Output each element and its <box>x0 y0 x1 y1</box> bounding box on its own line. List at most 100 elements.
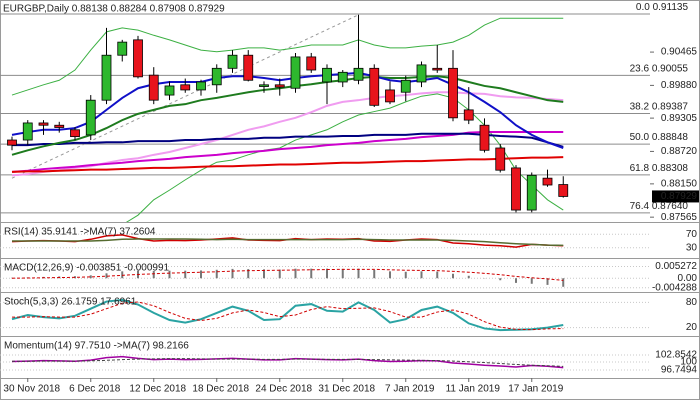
y-tick-label: 0.89880 <box>661 80 698 91</box>
y-tick-label: 30 <box>686 242 698 253</box>
moving-average <box>11 75 564 156</box>
fib-ratio: 61.8 <box>630 163 650 174</box>
indicator-line <box>11 298 564 332</box>
fib-value: 0.87640 <box>652 201 689 212</box>
candle-body <box>180 84 191 91</box>
candle-body <box>259 84 269 87</box>
indicator-line <box>11 268 564 281</box>
candle-body <box>38 122 49 126</box>
fib-label: 23.6 0.90055 <box>630 63 689 74</box>
indicator-panel: 80 20 Stoch(5,3,3) 26.1759 17.6961 <box>0 297 700 337</box>
candle-body <box>117 41 128 56</box>
panel-label: MACD(12,26,9) -0.003851 -0.000991 <box>4 263 170 274</box>
x-tick-label: 7 Jan 2019 <box>385 384 435 395</box>
y-tick-label: 0.005272 <box>655 261 697 272</box>
candle-body <box>101 54 112 101</box>
fib-value: 0.89387 <box>652 101 689 112</box>
fib-label: 76.4 0.87640 <box>630 201 689 212</box>
y-tick-label: 100 <box>680 357 697 368</box>
candle-body <box>479 124 490 151</box>
candle-body <box>211 67 222 86</box>
price-panel <box>0 13 650 222</box>
fib-value: 0.90055 <box>652 63 689 74</box>
x-tick-label: 18 Dec 2018 <box>192 384 249 395</box>
x-tick-label: 30 Nov 2018 <box>3 384 60 395</box>
x-tick-label: 31 Dec 2018 <box>318 384 375 395</box>
y-tick-label: 96.7494 <box>661 365 698 376</box>
moving-average <box>11 71 564 149</box>
candle-body <box>337 71 348 83</box>
indicator-line <box>12 238 564 247</box>
candle-body <box>558 184 569 197</box>
last-price-box <box>652 190 699 203</box>
candle-body <box>416 64 427 83</box>
candle-body <box>432 67 443 71</box>
fib-value: 0.88308 <box>652 163 689 174</box>
fib-label: 0.0 0.91135 <box>636 2 689 13</box>
candle-body <box>274 84 285 88</box>
candle-body <box>164 85 175 96</box>
candle-body <box>495 147 506 171</box>
y-tick-label: 70 <box>686 229 698 240</box>
fib-label: 61.8 0.88308 <box>630 163 689 174</box>
y-tick-label: 0.00 <box>678 273 698 284</box>
y-tick-label: 0.88150 <box>661 179 698 190</box>
candle-body <box>526 174 537 211</box>
indicator-line <box>12 358 564 367</box>
candle-body <box>85 99 96 136</box>
fib-value: 0.91135 <box>653 2 689 13</box>
candle-body <box>243 54 254 81</box>
candle-body <box>306 56 317 71</box>
moving-average <box>11 17 564 96</box>
candle-body <box>353 67 364 81</box>
last-price-label: 0.87929 <box>661 191 698 202</box>
fib-ratio: 50.0 <box>630 132 650 143</box>
candle-body <box>7 139 17 146</box>
fib-label: 38.2 0.89387 <box>630 101 689 112</box>
candle-body <box>511 167 521 211</box>
y-tick-label: 20 <box>686 322 698 333</box>
fib-label: 50.0 0.88848 <box>630 132 689 143</box>
candle-body <box>148 74 159 101</box>
x-tick-label: 24 Dec 2018 <box>255 384 312 395</box>
x-tick-label: 11 Jan 2019 <box>446 384 501 395</box>
candle-body <box>22 122 33 141</box>
moving-average <box>11 131 564 173</box>
x-tick-label: 12 Dec 2018 <box>129 384 186 395</box>
panel-label: Momentum(14) 97.7510 ->MA(7) 98.2166 <box>4 341 189 352</box>
candle-body <box>133 39 143 78</box>
panel-label: RSI(14) 35.9141 ->MA(7) 37.2604 <box>4 227 156 238</box>
candle-body <box>227 54 238 69</box>
y-tick-label: 0.89305 <box>661 113 698 124</box>
y-tick-label: 0.87565 <box>661 212 698 223</box>
candle-body <box>542 177 553 186</box>
candle-body <box>196 81 206 91</box>
candle-body <box>463 109 474 121</box>
candle-body <box>70 129 80 138</box>
fib-value: 0.88848 <box>652 132 689 143</box>
candle-body <box>400 79 411 93</box>
candle-body <box>54 124 65 128</box>
y-tick-label: -0.004288 <box>652 282 697 293</box>
indicator-line <box>12 301 564 331</box>
moving-average <box>11 156 564 173</box>
x-tick-label: 17 Jan 2019 <box>508 384 563 395</box>
fib-ratio: 23.6 <box>630 63 650 74</box>
y-tick-label: 0.90465 <box>661 47 698 58</box>
chart-title: EURGBP,Daily 0.88138 0.88284 0.87908 0.8… <box>3 4 225 15</box>
indicator-panel: 70 30 RSI(14) 35.9141 ->MA(7) 37.2604 <box>0 227 700 259</box>
candle-body <box>385 89 395 103</box>
fib-ratio: 76.4 <box>630 201 650 212</box>
y-tick-label: 102.8542 <box>655 350 697 361</box>
fib-ratio: 0.0 <box>636 2 650 13</box>
candle-body <box>290 56 301 89</box>
y-tick-label: 0.88720 <box>661 146 698 157</box>
x-tick-label: 6 Dec 2018 <box>69 384 121 395</box>
candle-body <box>322 67 332 83</box>
y-tick-label: 80 <box>686 297 698 308</box>
panel-label: Stoch(5,3,3) 26.1759 17.6961 <box>4 297 137 308</box>
